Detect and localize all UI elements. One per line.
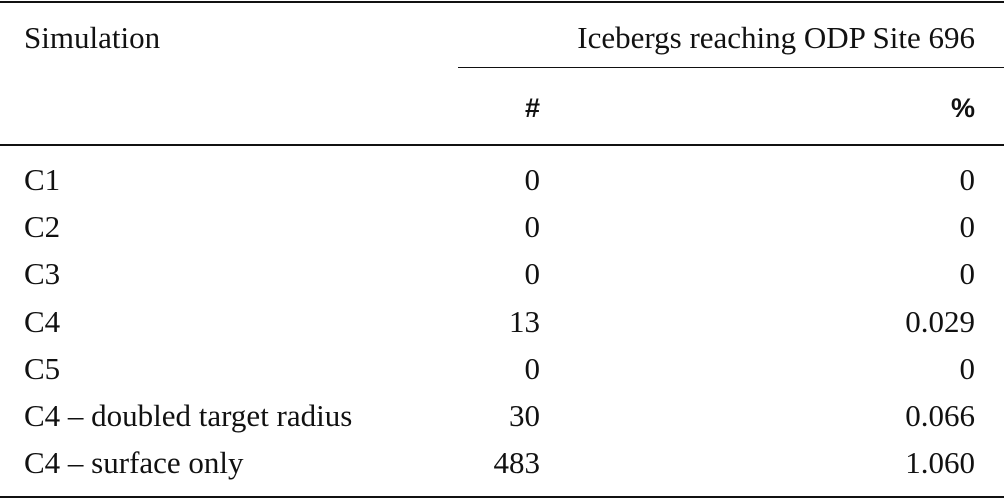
count-cell: 0	[524, 209, 541, 245]
group-header: Icebergs reaching ODP Site 696	[577, 20, 975, 55]
simulation-cell: C4	[24, 303, 61, 339]
simulation-cell: C5	[24, 350, 61, 386]
column-header: #	[524, 93, 540, 123]
simulation-cell: C1	[24, 162, 61, 197]
simulation-cell: C2	[24, 209, 61, 245]
count-cell: 30	[509, 398, 540, 433]
simulation-cell: C4 – surface only	[24, 445, 244, 481]
count-cell: 0	[524, 162, 541, 197]
top-rule	[0, 1, 1004, 3]
percent-cell: 0.029	[905, 303, 975, 339]
percent-cell: 1.060	[905, 445, 975, 481]
percent-cell: 0	[959, 209, 976, 245]
column-header: Simulation	[24, 20, 161, 55]
count-cell: 0	[524, 256, 541, 292]
percent-cell: 0.066	[905, 398, 975, 433]
percent-cell: 0	[959, 256, 976, 292]
header-rule	[0, 144, 1004, 146]
simulation-cell: C4 – doubled target radius	[24, 398, 353, 433]
percent-cell: 0	[959, 162, 976, 197]
count-cell: 0	[524, 350, 541, 386]
count-cell: 13	[509, 303, 540, 339]
count-cell: 483	[493, 445, 541, 481]
bottom-rule	[0, 496, 1004, 498]
percent-cell: 0	[959, 350, 976, 386]
column-header: %	[950, 93, 975, 123]
simulation-cell: C3	[24, 256, 61, 292]
group-rule	[458, 67, 1004, 68]
